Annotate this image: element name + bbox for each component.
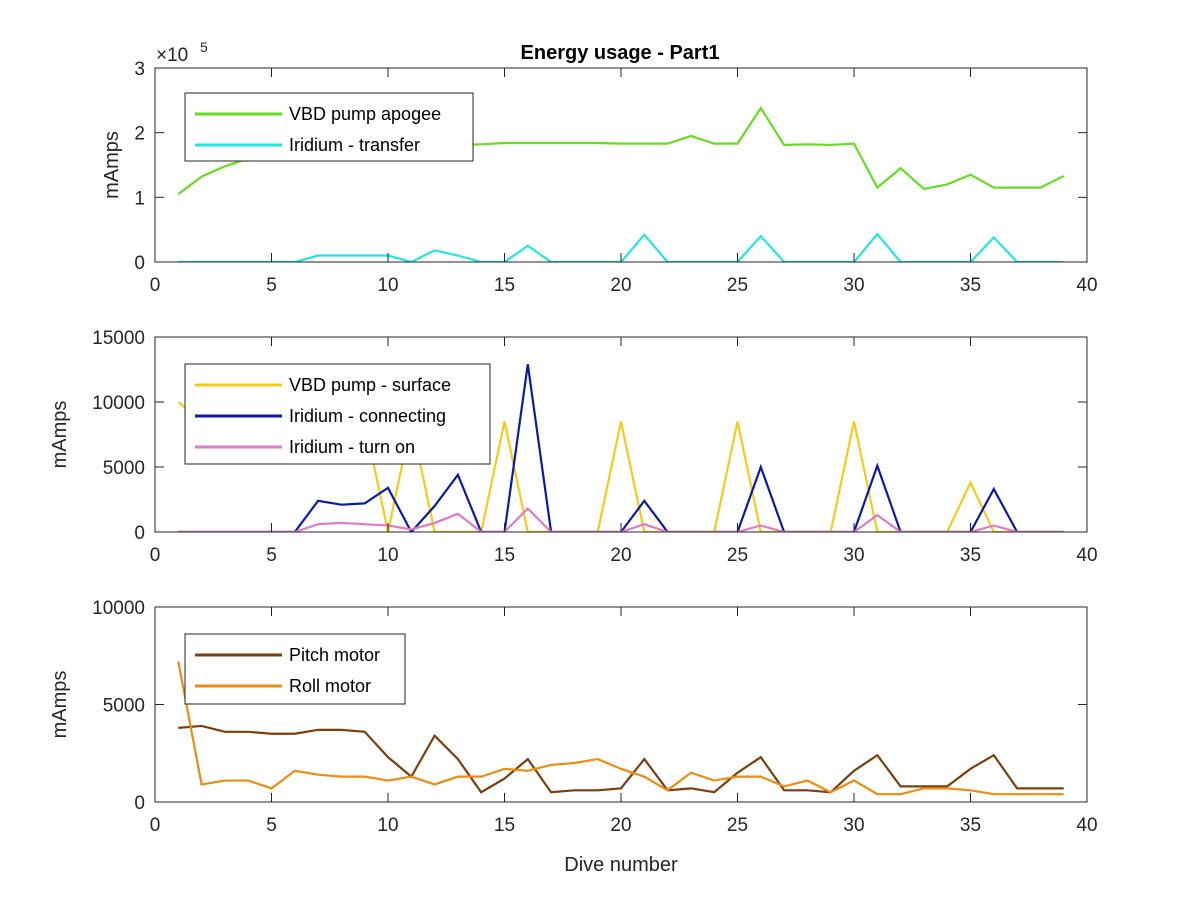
y-tick-label: 10000 (92, 393, 145, 414)
x-tick-label: 40 (1076, 815, 1097, 836)
legend: VBD pump - surface Iridium - connecting Ir… (184, 363, 491, 465)
legend-label: Pitch motor (289, 645, 380, 665)
legend-label: Roll motor (289, 676, 371, 696)
y-tick-label: 5000 (103, 696, 145, 717)
y-tick-label: 0 (134, 523, 145, 544)
legend-label: VBD pump apogee (289, 104, 441, 124)
x-tick-label: 35 (960, 275, 981, 296)
x-tick-label: 30 (843, 275, 864, 296)
subplot-top: Energy usage - Part1 ×10 5 0 5 10 15 20 25 30 3… (101, 39, 1098, 296)
series-line-iridium-transfer (178, 232, 1064, 262)
x-tick-label: 35 (960, 815, 981, 836)
y-exponent-power: 5 (200, 39, 208, 55)
x-tick-label: 30 (843, 545, 864, 566)
x-tick-label: 25 (727, 275, 748, 296)
x-axis-label: Dive number (564, 854, 678, 876)
x-tick-label: 20 (610, 545, 631, 566)
y-axis-label: mAmps (49, 401, 71, 469)
y-axis-label: mAmps (49, 671, 71, 739)
y-tick-label: 10000 (92, 598, 145, 619)
legend-label: Iridium - connecting (289, 406, 446, 426)
series-line-pitch-motor (178, 724, 1064, 794)
legend-box (184, 92, 474, 162)
legend-label: VBD pump - surface (289, 375, 451, 395)
x-tick-label: 35 (960, 545, 981, 566)
y-tick-label: 2 (134, 124, 145, 145)
x-tick-label: 25 (727, 815, 748, 836)
series-line-iridium-connecting (178, 364, 1064, 532)
x-tick-label: 5 (266, 545, 277, 566)
x-tick-label: 30 (843, 815, 864, 836)
legend: VBD pump apogee Iridium - transfer (184, 92, 474, 162)
series-line-roll-motor (177, 661, 1064, 796)
subplot-middle: 0 5 10 15 20 25 30 35 40 0 5000 10000 15000 mAmps VBD … (49, 328, 1098, 566)
subplot-bottom: 0 5 10 15 20 25 30 35 40 0 5000 10000 mAmps Dive numb… (49, 598, 1098, 876)
y-axis-label: mAmps (101, 131, 123, 199)
x-tick-label: 10 (377, 815, 398, 836)
x-tick-label: 10 (377, 545, 398, 566)
x-tick-label: 0 (150, 275, 161, 296)
x-tick-label: 0 (150, 545, 161, 566)
series-line-iridium-turn-on (178, 507, 1064, 532)
legend-label: Iridium - transfer (289, 135, 420, 155)
y-tick-label: 15000 (92, 328, 145, 349)
x-tick-label: 10 (377, 275, 398, 296)
y-exponent-label: ×10 5 (156, 39, 208, 66)
x-tick-label: 40 (1076, 545, 1097, 566)
legend-label: Iridium - turn on (289, 437, 415, 457)
chart-title: Energy usage - Part1 (521, 42, 720, 64)
y-tick-label: 0 (134, 793, 145, 814)
x-tick-label: 15 (494, 275, 515, 296)
x-tick-label: 25 (727, 545, 748, 566)
x-tick-label: 5 (266, 815, 277, 836)
x-tick-label: 20 (610, 275, 631, 296)
y-tick-label: 0 (134, 253, 145, 274)
y-tick-label: 1 (134, 188, 145, 209)
y-exponent-base: ×10 (156, 45, 188, 66)
y-tick-label: 5000 (103, 458, 145, 479)
legend: Pitch motor Roll motor (184, 633, 406, 705)
legend-box (184, 633, 406, 705)
x-tick-label: 15 (494, 815, 515, 836)
x-tick-label: 20 (610, 815, 631, 836)
x-tick-label: 5 (266, 275, 277, 296)
y-tick-label: 3 (134, 59, 145, 80)
x-tick-label: 40 (1076, 275, 1097, 296)
x-tick-label: 0 (150, 815, 161, 836)
series-group (177, 661, 1064, 796)
x-tick-label: 15 (494, 545, 515, 566)
